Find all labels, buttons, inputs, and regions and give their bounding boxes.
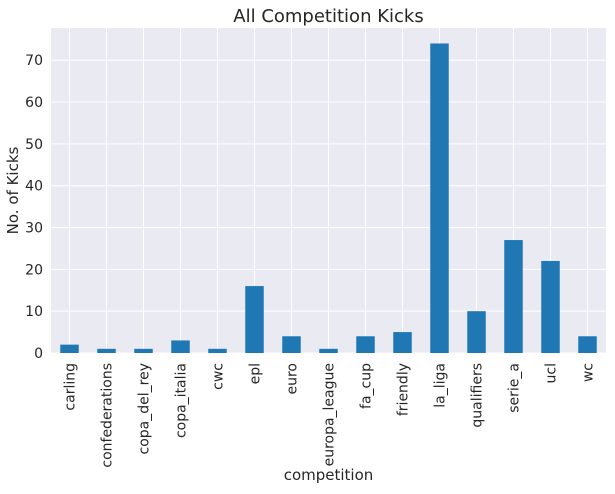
bar-carling <box>60 344 79 353</box>
y-tick-label: 40 <box>25 179 43 195</box>
bar-la-liga <box>430 43 449 353</box>
x-tick-label: ucl <box>544 363 560 383</box>
bar-serie-a <box>504 240 523 353</box>
y-tick-label: 20 <box>25 262 43 278</box>
x-tick-label: fa_cup <box>359 363 375 409</box>
x-tick-label: epl <box>248 363 264 384</box>
bar-cwc <box>208 348 227 353</box>
x-tick-label: wc <box>581 363 597 382</box>
y-tick-labels: 0 10 20 30 40 50 60 70 <box>25 53 43 362</box>
bar-euro <box>282 336 301 353</box>
y-tick-label: 10 <box>25 304 43 320</box>
bar-epl <box>245 286 264 353</box>
x-tick-label: friendly <box>396 363 412 416</box>
bar-wc <box>578 336 597 353</box>
bar-ucl <box>541 260 560 353</box>
bar-friendly <box>393 332 412 353</box>
x-tick-label: carling <box>63 363 79 411</box>
x-tick-label: copa_italia <box>174 363 190 438</box>
bar-europa-league <box>319 348 338 353</box>
y-tick-label: 70 <box>25 53 43 69</box>
chart-title: All Competition Kicks <box>233 6 423 27</box>
y-tick-label: 0 <box>34 346 43 362</box>
bar-copa-italia <box>171 340 190 353</box>
x-tick-label: confederations <box>100 363 116 468</box>
y-tick-label: 50 <box>25 137 43 153</box>
x-tick-label: serie_a <box>507 363 523 413</box>
y-tick-label: 60 <box>25 95 43 111</box>
bar-copa-del-rey <box>134 348 153 353</box>
x-tick-label: la_liga <box>433 363 449 408</box>
x-tick-label: qualifiers <box>470 363 486 428</box>
grid-lines <box>51 28 606 354</box>
x-tick-label: copa_del_rey <box>137 363 153 454</box>
x-tick-label: europa_league <box>322 363 338 466</box>
bar-fa-cup <box>356 336 375 353</box>
bars <box>60 43 597 353</box>
y-axis-label: No. of Kicks <box>4 146 22 234</box>
x-tick-label: cwc <box>211 363 227 390</box>
y-tick-label: 30 <box>25 221 43 237</box>
bar-confederations <box>97 348 116 353</box>
bar-qualifiers <box>467 311 486 353</box>
x-tick-labels: carling confederations copa_del_rey copa_it… <box>63 363 597 468</box>
x-axis-label: competition <box>284 466 374 484</box>
x-tick-label: euro <box>285 363 301 395</box>
